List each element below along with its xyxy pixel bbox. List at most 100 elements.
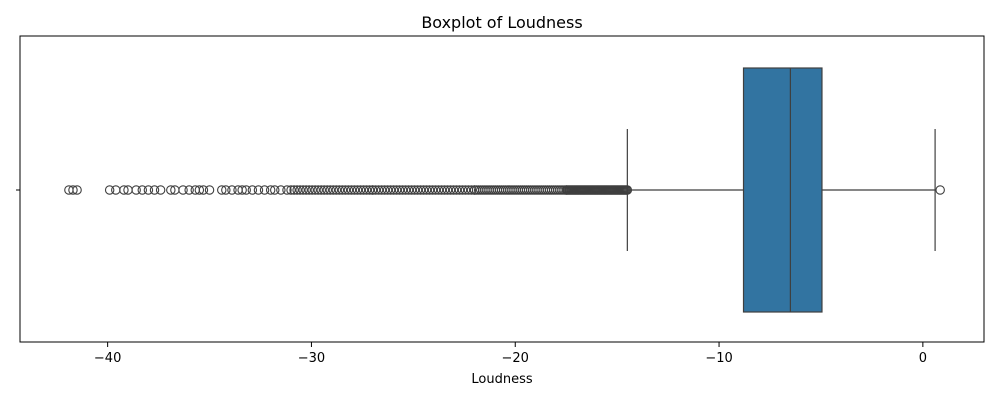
- outlier-point: [379, 185, 390, 195]
- outlier-point: [123, 185, 133, 195]
- outlier-point: [194, 185, 205, 195]
- outlier-point: [442, 185, 453, 195]
- outlier-point: [445, 185, 456, 195]
- outlier-point: [217, 185, 227, 195]
- outlier-point: [111, 185, 121, 195]
- outlier-point: [319, 185, 330, 195]
- outlier-point: [412, 185, 423, 195]
- outlier-point: [394, 185, 405, 195]
- outlier-point: [337, 185, 348, 195]
- outlier-point: [373, 185, 384, 195]
- outlier-point: [340, 185, 351, 195]
- outlier-point: [415, 185, 426, 195]
- outlier-point: [104, 185, 115, 195]
- outlier-point: [352, 185, 363, 195]
- outlier-point: [316, 185, 326, 195]
- outlier-point: [328, 185, 339, 195]
- plot-frame: [19, 35, 985, 343]
- outlier-point: [463, 185, 474, 195]
- chart-title: Boxplot of Loudness: [421, 13, 582, 32]
- x-tick-label: −30: [298, 351, 325, 366]
- outlier-point: [286, 185, 296, 195]
- outlier-point: [334, 185, 345, 195]
- outlier-point: [346, 185, 357, 195]
- outlier-point: [397, 185, 408, 195]
- outlier-point: [155, 185, 166, 195]
- x-tick-label: −20: [502, 351, 529, 366]
- outlier-point: [361, 185, 372, 195]
- outlier-point: [313, 185, 323, 195]
- outlier-point: [282, 185, 292, 195]
- outlier-point: [227, 185, 237, 195]
- outlier-point: [149, 185, 160, 195]
- outlier-point: [427, 185, 438, 195]
- outlier-point: [469, 185, 480, 195]
- outlier-point: [178, 185, 188, 195]
- outlier-point: [270, 185, 280, 195]
- outlier-point: [433, 185, 444, 195]
- outlier-point: [367, 185, 378, 195]
- outlier-point: [64, 185, 74, 195]
- outlier-point: [454, 185, 465, 195]
- outlier-point: [400, 185, 411, 195]
- outlier-point: [259, 185, 270, 195]
- outlier-point: [382, 185, 393, 195]
- outlier-point: [421, 185, 432, 195]
- outlier-point: [385, 185, 396, 195]
- outlier-point: [391, 185, 402, 195]
- outlier-point: [466, 185, 477, 195]
- x-axis: −40 −30 −20 −10 0: [94, 342, 927, 366]
- outlier-point: [301, 185, 311, 195]
- iqr-box: [742, 67, 823, 313]
- outlier-point: [436, 185, 447, 195]
- outlier-point: [355, 185, 366, 195]
- outlier-point: [388, 185, 399, 195]
- x-axis-label: Loudness: [471, 372, 532, 387]
- outlier-point: [184, 185, 194, 195]
- outlier-point: [166, 185, 176, 195]
- outlier-point: [131, 185, 141, 195]
- outlier-point: [376, 185, 387, 195]
- outlier-point: [247, 185, 258, 195]
- outlier-point: [451, 185, 462, 195]
- outlier-point: [190, 185, 201, 195]
- outlier-point: [409, 185, 420, 195]
- outlier-point: [322, 185, 333, 195]
- outlier-point: [406, 185, 417, 195]
- outlier-point: [358, 185, 369, 195]
- box-group: [742, 67, 823, 313]
- outlier-point: [276, 185, 286, 195]
- outlier-point: [331, 185, 342, 195]
- outlier-point: [439, 185, 450, 195]
- outlier-point: [204, 185, 215, 195]
- outlier-point: [424, 185, 435, 195]
- outlier-point: [370, 185, 381, 195]
- outlier-point: [137, 185, 148, 195]
- outlier-point: [170, 185, 180, 195]
- outlier-point: [221, 185, 231, 195]
- outlier-point: [295, 185, 305, 195]
- outlier-point: [349, 185, 360, 195]
- outlier-point: [457, 185, 468, 195]
- outlier-point: [343, 185, 354, 195]
- outlier-point: [304, 185, 314, 195]
- outlier-point: [237, 185, 247, 195]
- outlier-point: [298, 185, 308, 195]
- outlier-points: [64, 185, 945, 195]
- outlier-point: [935, 185, 945, 195]
- outlier-point: [253, 185, 264, 195]
- outlier-point: [403, 185, 414, 195]
- outlier-point: [233, 185, 243, 195]
- outlier-point: [448, 185, 459, 195]
- outlier-point: [289, 185, 299, 195]
- x-tick-label: −40: [94, 351, 121, 366]
- x-tick-label: 0: [919, 351, 927, 366]
- outlier-point: [418, 185, 429, 195]
- outlier-point: [143, 185, 154, 195]
- outlier-point: [68, 185, 78, 195]
- outlier-point: [307, 185, 317, 195]
- outlier-point: [325, 185, 336, 195]
- outlier-point: [265, 185, 276, 195]
- x-tick-label: −10: [705, 351, 732, 366]
